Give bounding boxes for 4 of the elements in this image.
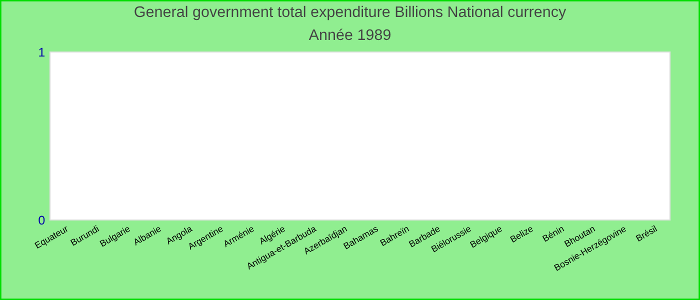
y-tick-label: 1 bbox=[39, 48, 45, 57]
chart-subtitle: Année 1989 bbox=[308, 28, 390, 40]
y-tick-label: 0 bbox=[38, 216, 45, 225]
chart-title: General government total expenditure Billions National currency bbox=[134, 6, 566, 20]
